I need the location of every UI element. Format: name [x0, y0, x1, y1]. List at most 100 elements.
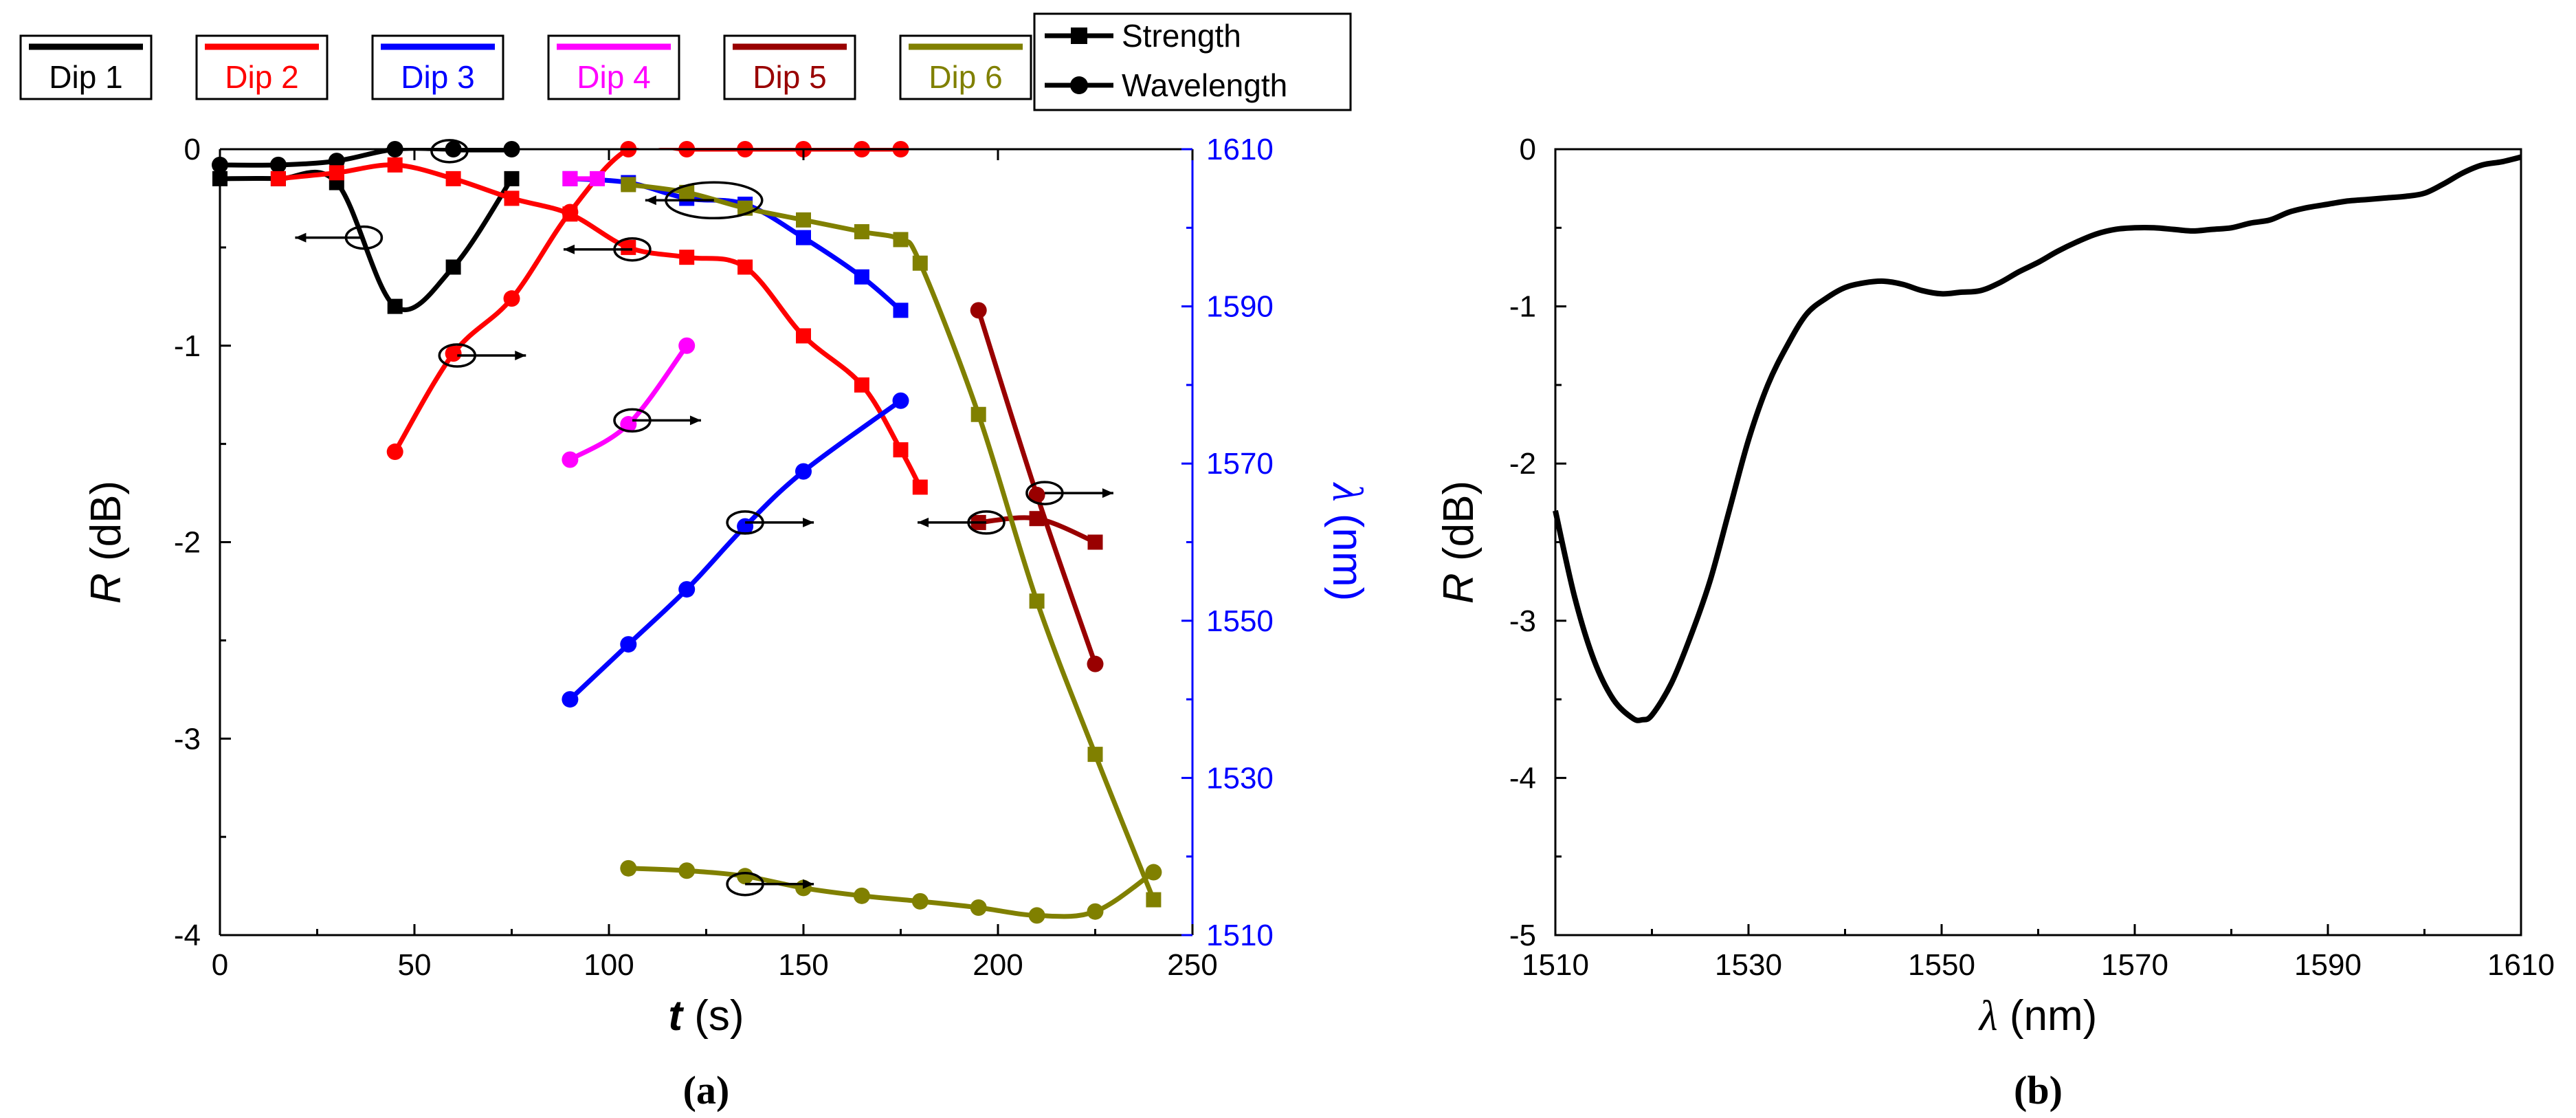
strength-legend-square-marker	[1071, 28, 1087, 44]
panel-a-right-tick-label-1: 1590	[1206, 290, 1274, 324]
dip-4-wavelength-point-0	[562, 451, 579, 468]
panel-a-x-tick-label-4: 200	[973, 948, 1023, 982]
strength-legend-label: Strength	[1122, 18, 1241, 54]
dip-6-strength-point-10	[1146, 892, 1162, 908]
panel-a-chart: 0 50 100 150 200 250 0 -1 -2 -3 -4 1610 1590 1570 1550…	[82, 133, 1371, 1112]
panel-a-y-tick-label-1: -1	[174, 329, 201, 363]
dip-5-strength-point-1	[1029, 511, 1045, 527]
panel-b-y-tick-label-1: -1	[1509, 290, 1536, 324]
dip-1-wavelength-point-2	[328, 153, 345, 170]
annotation-arrow-head-4	[689, 415, 701, 426]
panel-a-y-tick-label-2: -2	[174, 526, 201, 560]
panel-a-right-tick-label-4: 1530	[1206, 761, 1274, 795]
dip-6-strength-point-0	[621, 177, 636, 193]
panel-a-y-tick-label-3: -3	[174, 722, 201, 756]
panel-a-y-axis-label: R (dB)	[82, 481, 130, 604]
reflection-spectrum-line	[1553, 154, 2522, 723]
dip-6-wavelength-point-5	[911, 892, 929, 910]
panel-a-right-tick-label-5: 1510	[1206, 919, 1274, 952]
dip-2-wavelength-point-2	[503, 290, 520, 307]
dip-2-strength-point-11	[893, 442, 909, 458]
panel-a-right-tick-label-2: 1570	[1206, 447, 1274, 481]
panel-b-x-tick-label-3: 1570	[2101, 948, 2168, 982]
dip-1-strength-point-3	[387, 298, 403, 314]
dip-6-strength-point-6	[912, 255, 928, 271]
dip-4-legend-label: Dip 4	[577, 59, 650, 95]
dip-5-wavelength-point-2	[1087, 655, 1104, 672]
dip-4-strength-point-1	[590, 171, 606, 186]
dip-2-strength-point-1	[329, 165, 344, 181]
panel-b-plot-series	[1553, 154, 2522, 723]
dip-2-strength-point-3	[445, 171, 461, 186]
dip-1-strength-point-4	[445, 259, 461, 275]
panel-b-x-tick-label-1: 1530	[1715, 948, 1782, 982]
dip-2-wavelength-point-3	[562, 204, 579, 221]
dip-2-strength-point-9	[796, 328, 811, 344]
panel-a-right-tick-label-0: 1610	[1206, 133, 1274, 166]
annotation-arrow-head-6	[803, 517, 814, 527]
dip-6-wavelength-point-1	[678, 862, 696, 879]
panel-b-y-tick-label-2: -2	[1509, 447, 1536, 481]
dip-2-strength-point-7	[679, 250, 695, 265]
panel-b-y-axis-label: R (dB)	[1435, 481, 1483, 604]
wavelength-legend-circle-marker	[1070, 76, 1088, 94]
dip-3-strength-point-4	[796, 230, 811, 245]
panel-b-x-tick-label-5: 1610	[2487, 948, 2555, 982]
annotation-arrow-head-3	[563, 244, 575, 254]
dip-2-strength-point-10	[854, 377, 869, 393]
dip-6-legend-label: Dip 6	[929, 59, 1002, 95]
dip-6-wavelength-line	[628, 866, 1155, 919]
dip-2-strength-point-6	[621, 239, 636, 255]
panel-a-x-tick-label-2: 100	[584, 948, 634, 982]
dip-6-wavelength-point-8	[1087, 903, 1104, 920]
dip-5-strength-point-2	[1087, 534, 1103, 550]
dip-3-wavelength-point-5	[892, 392, 909, 409]
dip-3-strength-point-6	[893, 303, 909, 318]
dip-3-strength-point-5	[854, 269, 869, 285]
annotation-arrow-head-5	[645, 195, 656, 206]
dip-3-wavelength-point-1	[620, 636, 637, 653]
panel-b-x-tick-label-2: 1550	[1908, 948, 1975, 982]
dip-5-legend-label: Dip 5	[753, 59, 826, 95]
dip-4-wavelength-point-2	[678, 337, 696, 354]
dip-6-wavelength-point-9	[1145, 864, 1162, 881]
dip-2-strength-point-12	[912, 479, 928, 495]
panel-a-plot-series	[212, 141, 1162, 924]
panel-a-x-tick-label-5: 250	[1167, 948, 1217, 982]
dip-6-wavelength-point-0	[620, 859, 637, 877]
dip-6-strength-point-1	[679, 184, 695, 200]
dip-6-strength-point-8	[1029, 593, 1045, 609]
dip-1-legend-label: Dip 1	[49, 59, 122, 95]
panel-a-x-axis-label: t (s)	[668, 992, 744, 1040]
dip-6-strength-point-7	[970, 406, 986, 422]
panel-a-annotations	[295, 139, 1113, 897]
panel-a-label: (a)	[683, 1068, 730, 1112]
panel-a-right-axis-label: λ (nm)	[1324, 482, 1371, 602]
panel-b-y-tick-label-3: -3	[1509, 604, 1536, 638]
panel-b-label: (b)	[2014, 1068, 2063, 1112]
dip-5-wavelength-point-1	[1028, 486, 1045, 503]
dip-6-strength-point-4	[854, 224, 869, 240]
dip-2-strength-point-8	[737, 259, 753, 275]
panel-a-y-tick-label-4: -4	[174, 919, 201, 952]
dip-3-legend-label: Dip 3	[401, 59, 474, 95]
dip-1-wavelength-point-1	[269, 156, 287, 173]
dip-6-wavelength-point-2	[737, 868, 754, 885]
dip-2-strength-point-4	[504, 190, 520, 206]
dip-4-strength-point-0	[562, 171, 578, 186]
dip-6-wavelength-point-7	[1028, 907, 1045, 924]
panel-a-right-tick-label-3: 1550	[1206, 604, 1274, 638]
annotation-arrow-head-0	[295, 232, 307, 243]
dip-2-wavelength-point-1	[445, 345, 462, 362]
annotation-arrow-head-9	[1102, 488, 1113, 498]
dip-2-strength-point-2	[387, 157, 403, 173]
panel-b-x-tick-label-0: 1510	[1522, 948, 1589, 982]
dip-2-wavelength-point-0	[386, 443, 403, 461]
panel-b-axes: 1510 1530 1550 1570 1590 1610 0 -1 -2 -3 -4 -5	[1509, 133, 2555, 982]
panel-a-y-tick-label-0: 0	[184, 133, 201, 166]
annotation-arrow-head-8	[918, 517, 929, 527]
panel-b-x-tick-label-4: 1590	[2294, 948, 2362, 982]
panel-a-x-tick-label-1: 50	[398, 948, 432, 982]
dip-3-wavelength-point-4	[795, 463, 812, 480]
